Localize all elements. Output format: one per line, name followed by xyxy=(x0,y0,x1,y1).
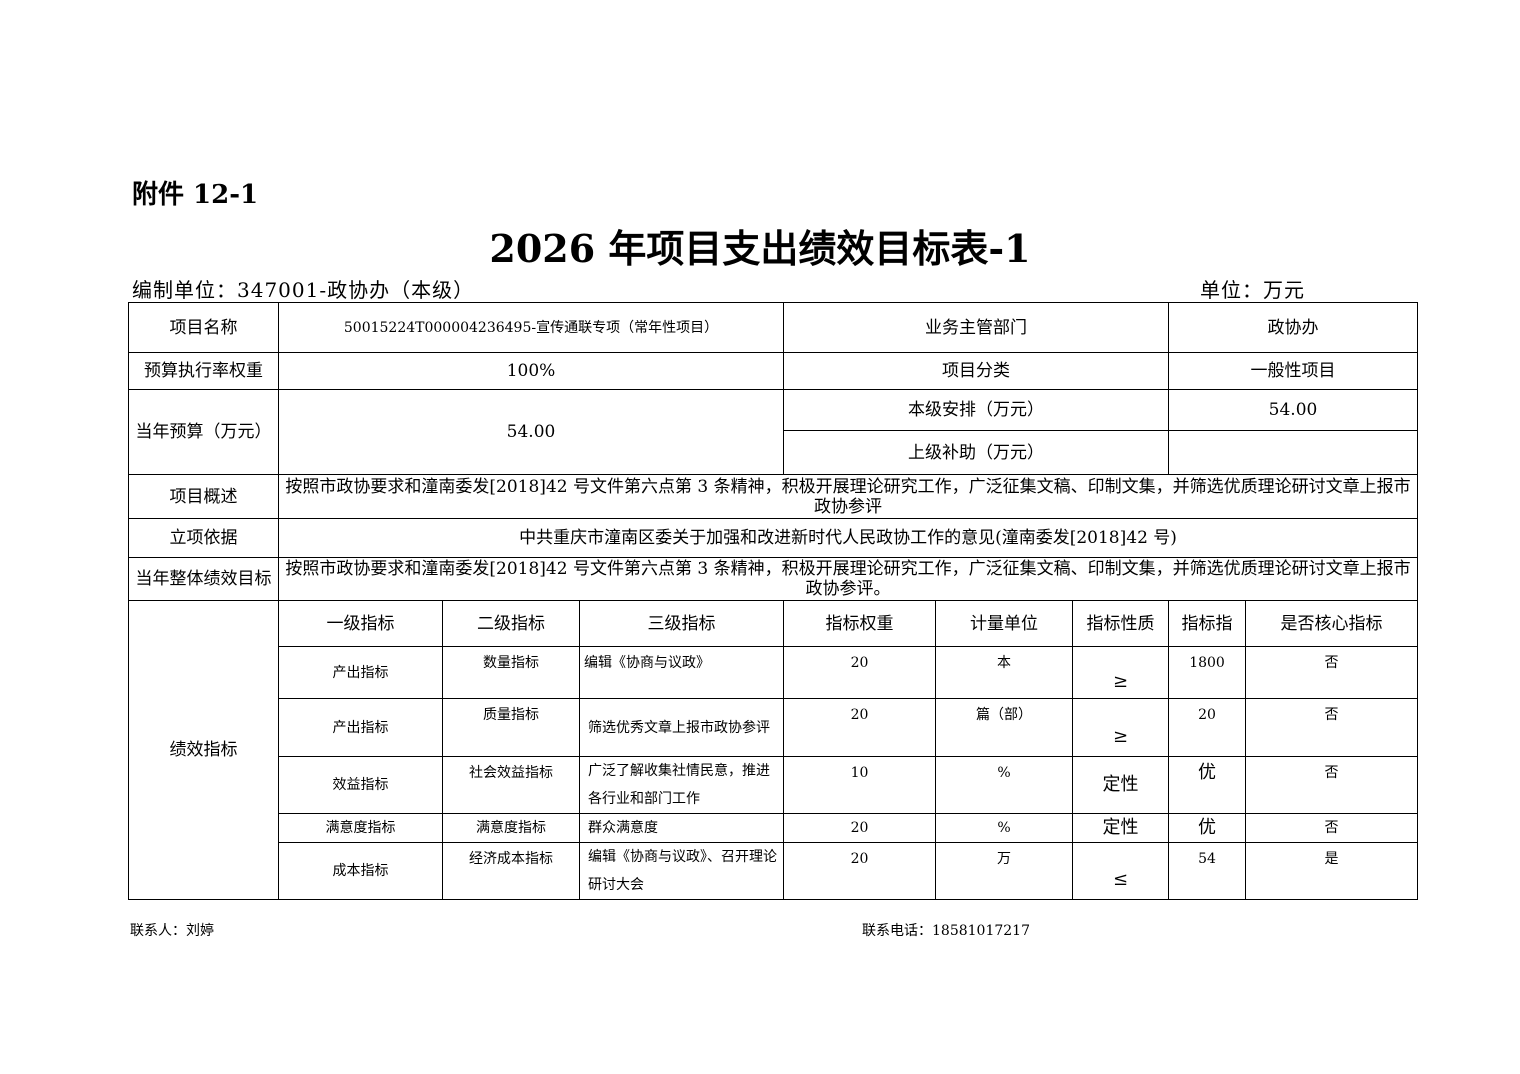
row-goal: 当年整体绩效目标 按照市政协要求和潼南委发[2018]42 号文件第六点第 3 … xyxy=(128,557,1419,601)
cell: 编辑《协商与议政》、召开理论研讨大会 xyxy=(578,842,785,900)
label-cell: 预算执行率权重 xyxy=(128,352,279,390)
column-header: 指标权重 xyxy=(783,600,937,647)
label-cell: 绩效指标 xyxy=(128,600,279,900)
cell: ≥ xyxy=(1072,698,1170,757)
cell: 20 xyxy=(783,646,937,699)
cell: 产出指标 xyxy=(278,646,443,699)
cell: 定性 xyxy=(1072,813,1170,843)
cell: 经济成本指标 xyxy=(442,842,580,900)
cell: 20 xyxy=(783,813,937,843)
summary-value: 按照市政协要求和潼南委发[2018]42 号文件第六点第 3 条精神，积极开展理… xyxy=(277,474,1419,519)
cell: 1800 xyxy=(1168,646,1247,699)
column-header: 三级指标 xyxy=(578,600,785,647)
cell: 群众满意度 xyxy=(578,813,785,843)
label-cell: 立项依据 xyxy=(128,518,279,558)
cell: % xyxy=(935,756,1074,814)
cell: 万 xyxy=(935,842,1074,900)
page-title: 2026 年项目支出绩效目标表-1 xyxy=(489,226,1031,271)
cell: 否 xyxy=(1245,698,1419,757)
label-cell: 上级补助（万元） xyxy=(783,430,1170,475)
basis-value: 中共重庆市潼南区委关于加强和改进新时代人民政协工作的意见(潼南委发[2018]4… xyxy=(277,518,1419,558)
cell: 满意度指标 xyxy=(278,813,443,843)
cell: 质量指标 xyxy=(442,698,580,757)
upper-value xyxy=(1168,430,1419,475)
cell: 数量指标 xyxy=(442,646,580,699)
attachment-label: 附件 12-1 xyxy=(132,180,259,210)
label-cell: 业务主管部门 xyxy=(783,302,1170,353)
column-header: 是否核心指标 xyxy=(1245,600,1419,647)
cell: 筛选优秀文章上报市政协参评 xyxy=(578,698,785,757)
cell: % xyxy=(935,813,1074,843)
cell: 本 xyxy=(935,646,1074,699)
dept-value: 政协办 xyxy=(1168,302,1419,353)
cell: 否 xyxy=(1245,813,1419,843)
contact-phone: 联系电话：18581017217 xyxy=(862,923,1030,939)
table-row: 产出指标 数量指标 编辑《协商与议政》 20 本 ≥ 1800 否 xyxy=(129,646,1419,699)
column-header: 指标性质 xyxy=(1072,600,1170,647)
column-header: 一级指标 xyxy=(278,600,443,647)
contact-person: 联系人：刘婷 xyxy=(130,923,214,939)
column-header: 二级指标 xyxy=(442,600,580,647)
row-basis: 立项依据 中共重庆市潼南区委关于加强和改进新时代人民政协工作的意见(潼南委发[2… xyxy=(128,518,1419,558)
label-cell: 当年整体绩效目标 xyxy=(128,557,279,601)
budget-value: 54.00 xyxy=(277,389,785,475)
cell: 否 xyxy=(1245,756,1419,814)
cell: 效益指标 xyxy=(278,756,443,814)
label-cell: 项目名称 xyxy=(128,302,279,353)
cell: 成本指标 xyxy=(278,842,443,900)
rate-value: 100% xyxy=(277,352,785,390)
cell: 否 xyxy=(1245,646,1419,699)
cell: 优 xyxy=(1168,756,1247,814)
cell: 20 xyxy=(783,698,937,757)
row-summary: 项目概述 按照市政协要求和潼南委发[2018]42 号文件第六点第 3 条精神，… xyxy=(128,474,1419,519)
cell: 20 xyxy=(783,842,937,900)
cell: 社会效益指标 xyxy=(442,756,580,814)
table-row: 成本指标 经济成本指标 编辑《协商与议政》、召开理论研讨大会 20 万 ≤ 54… xyxy=(129,842,1419,900)
cell: 优 xyxy=(1168,813,1247,843)
cell: 产出指标 xyxy=(278,698,443,757)
cell: 定性 xyxy=(1072,756,1170,814)
cell: 广泛了解收集社情民意，推进各行业和部门工作 xyxy=(578,756,785,814)
label-cell: 当年预算（万元） xyxy=(128,389,279,475)
row-upper: 上级补助（万元） xyxy=(129,430,1419,475)
cell: 54 xyxy=(1168,842,1247,900)
label-cell: 项目概述 xyxy=(128,474,279,519)
row-project-name: 项目名称 50015224T000004236495-宣传通联专项（常年性项目）… xyxy=(128,302,1419,353)
cell: 篇（部） xyxy=(935,698,1074,757)
class-value: 一般性项目 xyxy=(1168,352,1419,390)
table-row: 满意度指标 满意度指标 群众满意度 20 % 定性 优 否 xyxy=(129,813,1419,843)
local-value: 54.00 xyxy=(1168,389,1419,431)
cell: 编辑《协商与议政》 xyxy=(578,646,785,699)
row-rate: 预算执行率权重 100% 项目分类 一般性项目 xyxy=(128,352,1419,390)
cell: 是 xyxy=(1245,842,1419,900)
table-row: 效益指标 社会效益指标 广泛了解收集社情民意，推进各行业和部门工作 10 % 定… xyxy=(129,756,1419,814)
cell: ≤ xyxy=(1072,842,1170,900)
cell: 10 xyxy=(783,756,937,814)
goal-value: 按照市政协要求和潼南委发[2018]42 号文件第六点第 3 条精神，积极开展理… xyxy=(277,557,1419,601)
label-cell: 项目分类 xyxy=(783,352,1170,390)
org-label: 编制单位：347001-政协办（本级） xyxy=(132,278,475,302)
column-header: 指标指 xyxy=(1168,600,1247,647)
cell: 满意度指标 xyxy=(442,813,580,843)
cell: ≥ xyxy=(1072,646,1170,699)
label-cell: 本级安排（万元） xyxy=(783,389,1170,431)
project-name: 50015224T000004236495-宣传通联专项（常年性项目） xyxy=(277,302,785,353)
column-header: 计量单位 xyxy=(935,600,1074,647)
cell: 20 xyxy=(1168,698,1247,757)
unit-label: 单位：万元 xyxy=(1200,278,1305,302)
table-row: 产出指标 质量指标 筛选优秀文章上报市政协参评 20 篇（部） ≥ 20 否 xyxy=(129,698,1419,757)
row-budget: 当年预算（万元） 54.00 本级安排（万元） 54.00 xyxy=(128,389,1419,475)
indicator-header-row: 绩效指标 一级指标 二级指标 三级指标 指标权重 计量单位 指标性质 指标指 是… xyxy=(128,600,1419,900)
performance-table: 项目名称 50015224T000004236495-宣传通联专项（常年性项目）… xyxy=(128,302,1419,900)
